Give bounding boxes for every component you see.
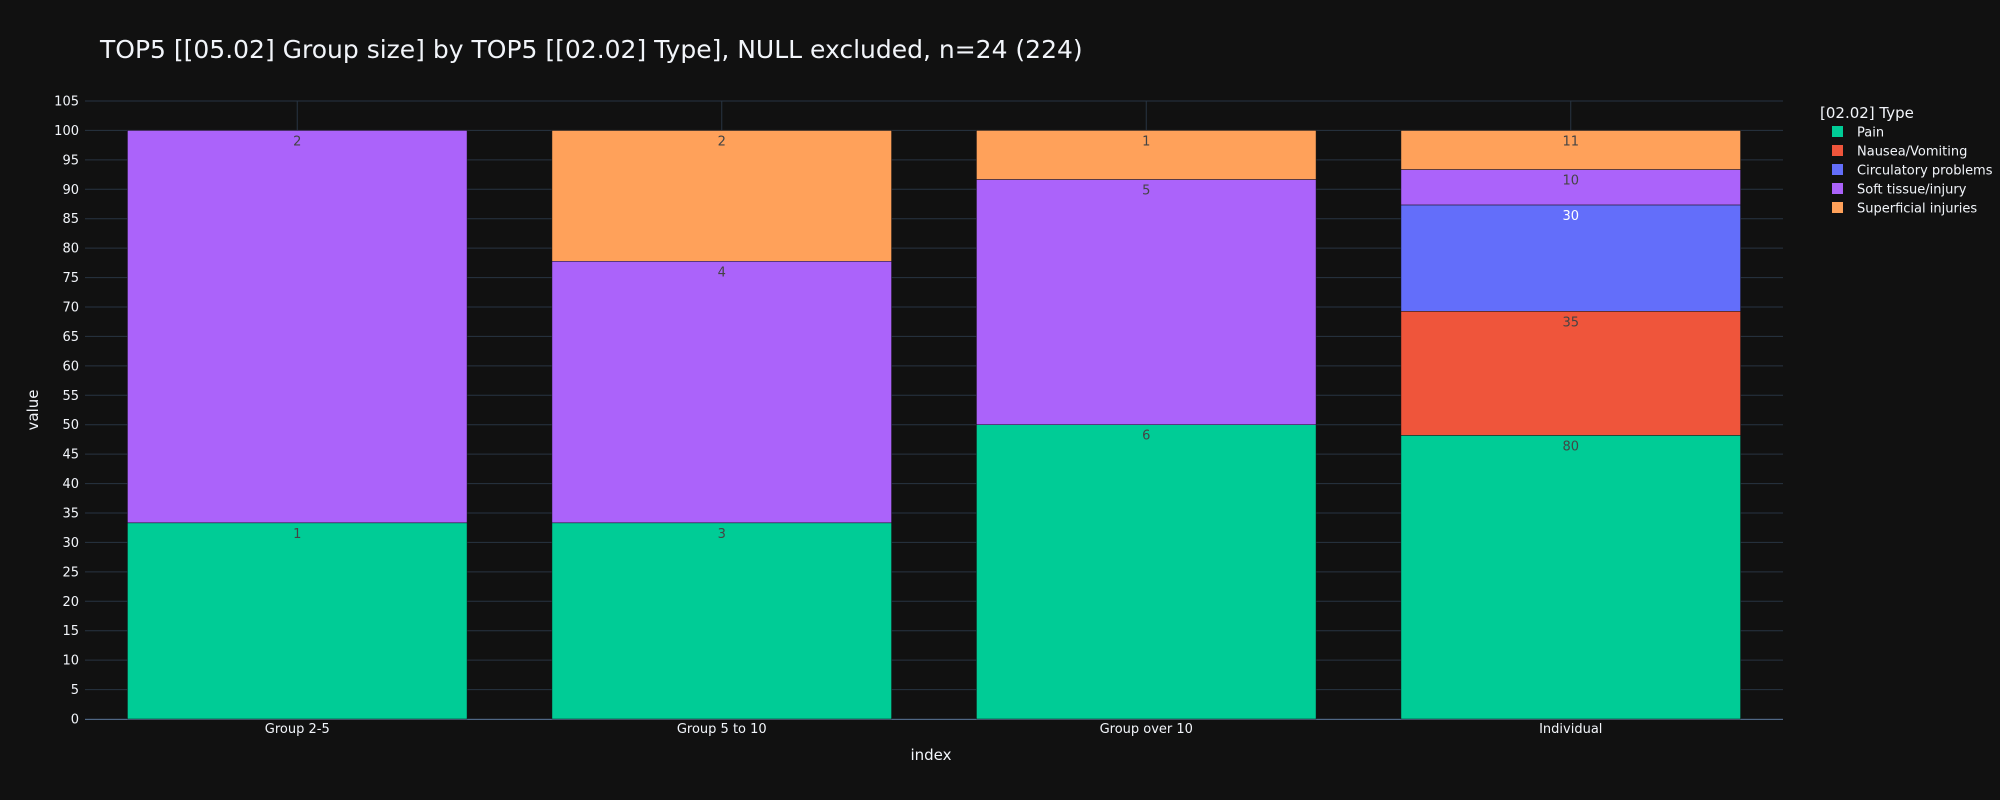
legend-item-label: Soft tissue/injury <box>1857 183 1967 198</box>
bar-segment <box>551 130 892 262</box>
legend: [02.02] Type Pain Nausea/Vomiting Circulat… <box>1820 104 1993 217</box>
y-axis-ticks: 0 5 10 15 20 25 30 35 40 45 50 55 60 65 70 75 80 85 90 95 10… <box>54 95 79 728</box>
y-tick-label: 60 <box>62 359 79 374</box>
bar-data-label: 1 <box>1142 134 1150 149</box>
legend-item-label: Nausea/Vomiting <box>1857 145 1967 160</box>
legend-swatch <box>1832 183 1843 194</box>
bar-data-label: 2 <box>293 134 301 149</box>
x-tick-label: Individual <box>1539 722 1602 737</box>
bar-data-label: 4 <box>718 265 726 280</box>
x-tick-label: Group over 10 <box>1100 722 1193 737</box>
legend-item-label: Circulatory problems <box>1857 164 1993 179</box>
y-tick-label: 95 <box>62 153 79 168</box>
y-tick-label: 40 <box>62 477 79 492</box>
bar-segment <box>127 522 468 720</box>
legend-title: [02.02] Type <box>1820 104 1914 122</box>
y-tick-label: 25 <box>62 565 79 580</box>
bar-segment <box>1400 169 1741 206</box>
y-tick-label: 30 <box>62 536 79 551</box>
bar-data-label: 30 <box>1562 209 1579 224</box>
labels-layer: 1 2 3 4 2 6 5 1 80 35 30 10 11 <box>293 134 1579 541</box>
legend-swatch <box>1832 202 1843 213</box>
bars-layer <box>127 130 1741 720</box>
y-tick-label: 90 <box>62 183 79 198</box>
bar-segment <box>1400 311 1741 436</box>
y-tick-label: 45 <box>62 448 79 463</box>
bar-data-label: 10 <box>1562 174 1579 189</box>
y-tick-label: 15 <box>62 624 79 639</box>
bar-data-label: 2 <box>718 134 726 149</box>
y-tick-label: 0 <box>71 713 79 728</box>
x-axis-title: index <box>910 746 951 764</box>
y-tick-label: 10 <box>62 654 79 669</box>
y-tick-label: 75 <box>62 271 79 286</box>
bar-data-label: 35 <box>1562 315 1579 330</box>
bar-segment <box>976 179 1317 425</box>
y-tick-label: 50 <box>62 418 79 433</box>
y-tick-label: 5 <box>71 683 79 698</box>
bar-data-label: 80 <box>1562 439 1579 454</box>
y-tick-label: 65 <box>62 330 79 345</box>
x-tick-label: Group 5 to 10 <box>677 722 767 737</box>
bar-segment <box>551 261 892 524</box>
bar-segment <box>976 130 1317 180</box>
y-tick-label: 80 <box>62 242 79 257</box>
bar-segment <box>127 130 468 524</box>
bar-data-label: 5 <box>1142 183 1150 198</box>
y-axis-title: value <box>24 390 42 431</box>
y-tick-label: 70 <box>62 301 79 316</box>
chart-title: TOP5 [[05.02] Group size] by TOP5 [[02.0… <box>99 35 1083 64</box>
x-axis-ticks: Group 2-5 Group 5 to 10 Group over 10 Indiv… <box>265 722 1603 737</box>
bar-data-label: 3 <box>718 527 726 542</box>
bar-segment <box>976 424 1317 720</box>
legend-item-label: Pain <box>1857 126 1884 141</box>
bar-data-label: 6 <box>1142 429 1150 444</box>
bar-data-label: 1 <box>293 527 301 542</box>
legend-swatch <box>1832 126 1843 137</box>
y-tick-label: 20 <box>62 595 79 610</box>
y-tick-label: 85 <box>62 212 79 227</box>
bar-segment <box>1400 204 1741 312</box>
bar-segment <box>1400 435 1741 720</box>
bar-segment <box>551 522 892 720</box>
y-tick-label: 35 <box>62 507 79 522</box>
y-tick-label: 100 <box>54 124 79 139</box>
bar-segment <box>1400 130 1741 170</box>
legend-item-label: Superficial injuries <box>1857 202 1977 217</box>
y-tick-label: 105 <box>54 95 79 110</box>
bar-data-label: 11 <box>1562 134 1579 149</box>
x-tick-label: Group 2-5 <box>265 722 330 737</box>
legend-swatch <box>1832 164 1843 175</box>
y-tick-label: 55 <box>62 389 79 404</box>
legend-swatch <box>1832 145 1843 156</box>
